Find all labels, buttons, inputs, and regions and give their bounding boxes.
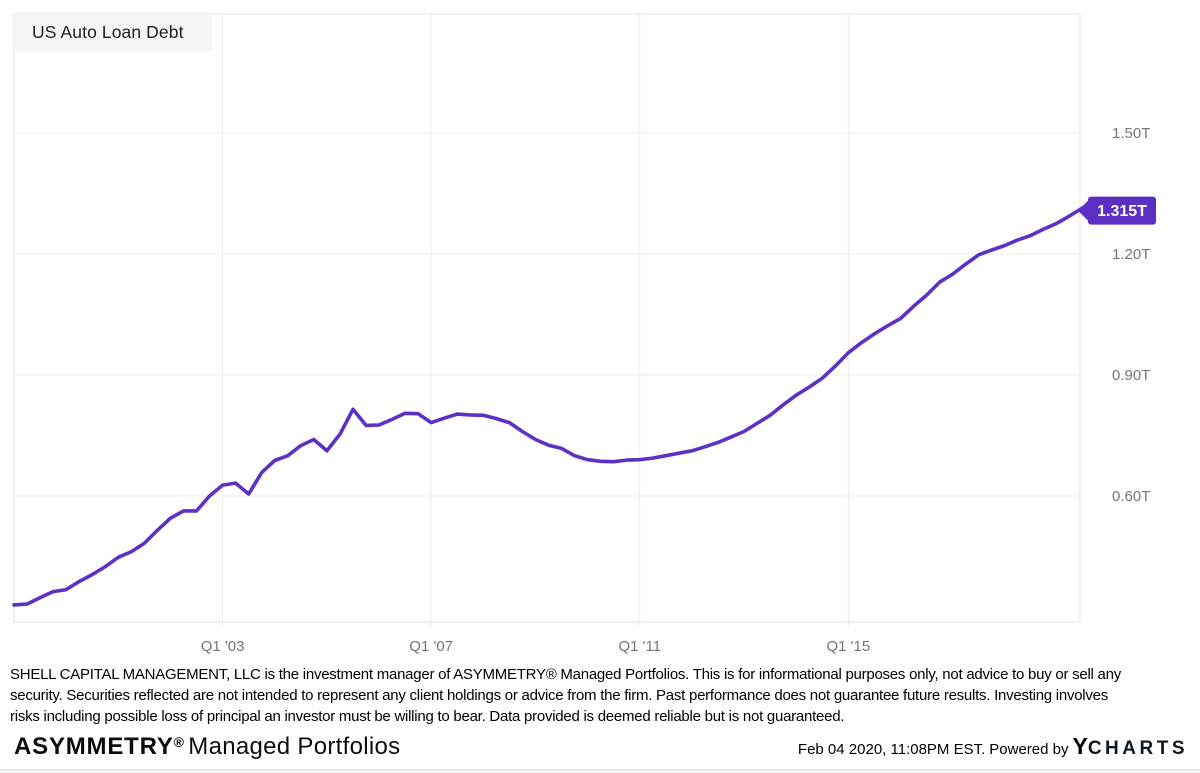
ycharts-logo: YCHARTS [1072, 733, 1188, 760]
x-axis-tick-label: Q1 '11 [618, 638, 661, 655]
y-axis-tick-label: 0.90T [1112, 367, 1150, 384]
x-axis-tick-label: Q1 '07 [409, 638, 453, 655]
ycharts-logo-y-icon: Y [1072, 733, 1088, 759]
powered-by-label: Powered by [989, 741, 1069, 758]
y-axis-tick-label: 0.60T [1112, 488, 1150, 505]
brand-lockup: ASYMMETRY® Managed Portfolios [14, 733, 400, 761]
disclaimer-text: SHELL CAPITAL MANAGEMENT, LLC is the inv… [10, 666, 1121, 725]
line-chart: Q1 '03 Q1 '07 Q1 '11 Q1 '15 1.50T 1.20T 0.90T 0… [12, 13, 1156, 655]
last-value-label: 1.315T [1097, 203, 1147, 220]
attribution: Feb 04 2020, 11:08PM EST. Powered by YCH… [798, 733, 1188, 760]
chart-title-box: US Auto Loan Debt [14, 14, 212, 51]
x-axis-tick-label: Q1 '03 [201, 638, 245, 655]
chart-area: Q1 '03 Q1 '07 Q1 '11 Q1 '15 1.50T 1.20T 0.90T 0… [12, 13, 1156, 655]
chart-title: US Auto Loan Debt [32, 22, 184, 42]
y-axis-tick-label: 1.50T [1112, 125, 1150, 142]
timestamp: Feb 04 2020, 11:08PM EST. [797, 741, 986, 758]
brand-name: ASYMMETRY [14, 733, 174, 760]
ycharts-logo-text: CHARTS [1087, 738, 1188, 759]
last-value-badge [1088, 196, 1156, 225]
window-bottom-edge [0, 769, 1200, 773]
series-line-us-auto-loan-debt [12, 205, 1085, 607]
registered-mark: ® [173, 734, 185, 750]
y-axis-tick-label: 1.20T [1112, 246, 1150, 263]
brand-suffix: Managed Portfolios [188, 733, 401, 760]
footer-bar: ASYMMETRY® Managed Portfolios Feb 04 2020… [14, 733, 1188, 761]
x-axis-tick-label: Q1 '15 [826, 638, 870, 655]
plot-frame [13, 13, 1081, 623]
last-value-badge-arrow [1078, 198, 1090, 223]
